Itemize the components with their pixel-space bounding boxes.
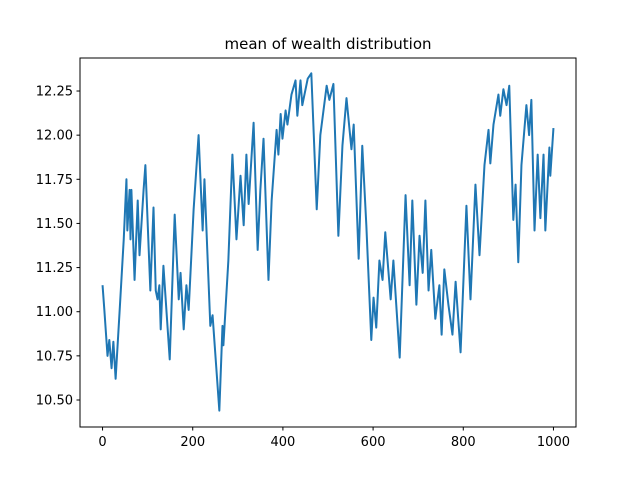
x-tick-label: 1000 bbox=[537, 435, 570, 450]
x-tick-label: 200 bbox=[180, 435, 205, 450]
y-tick-label: 12.00 bbox=[36, 129, 73, 144]
x-tick-label: 0 bbox=[98, 435, 106, 450]
axes-frame bbox=[79, 57, 577, 428]
x-tick-label: 600 bbox=[361, 435, 386, 450]
chart-title: mean of wealth distribution bbox=[224, 35, 431, 53]
y-tick-label: 10.75 bbox=[36, 349, 73, 364]
y-tick-label: 12.25 bbox=[36, 85, 73, 100]
y-tick-label: 10.50 bbox=[36, 393, 73, 408]
x-tick-label: 800 bbox=[451, 435, 476, 450]
y-tick-label: 11.75 bbox=[36, 173, 73, 188]
data-line bbox=[101, 72, 555, 412]
x-tick-label: 400 bbox=[270, 435, 295, 450]
y-tick-label: 11.25 bbox=[36, 261, 73, 276]
y-tick-label: 11.50 bbox=[36, 217, 73, 232]
y-tick-label: 11.00 bbox=[36, 305, 73, 320]
